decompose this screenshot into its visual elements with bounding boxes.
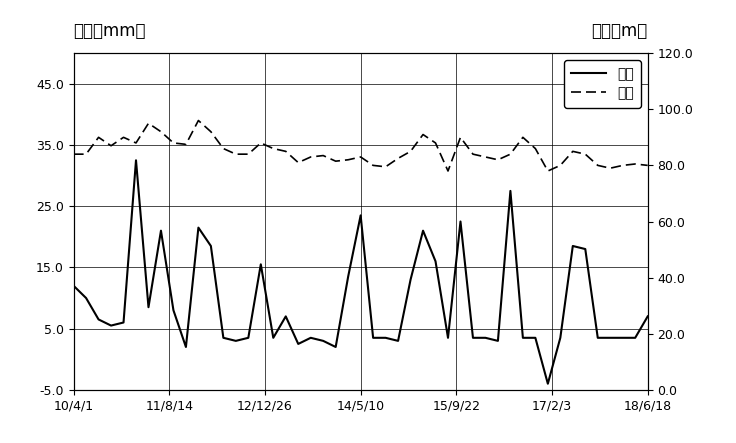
水位 xyxy=(568,149,577,154)
水位 xyxy=(469,152,478,157)
水位 xyxy=(631,161,640,167)
水位 xyxy=(69,152,78,157)
水位 xyxy=(132,140,141,146)
水位 xyxy=(643,163,652,168)
位移 xyxy=(344,274,353,279)
位移 xyxy=(82,295,91,301)
位移 xyxy=(356,213,365,218)
Text: 水位（m）: 水位（m） xyxy=(592,22,648,40)
位移 xyxy=(182,344,191,350)
水位 xyxy=(444,168,453,174)
水位 xyxy=(182,142,191,147)
水位 xyxy=(331,159,340,164)
位移 xyxy=(419,228,428,233)
水位 xyxy=(256,140,265,146)
水位 xyxy=(231,152,240,157)
位移 xyxy=(157,228,166,233)
位移 xyxy=(306,335,315,341)
位移 xyxy=(369,335,378,341)
位移 xyxy=(256,262,265,267)
水位 xyxy=(281,149,290,154)
位移 xyxy=(643,314,652,319)
水位 xyxy=(381,164,390,170)
水位 xyxy=(94,135,103,140)
水位 xyxy=(144,120,153,126)
水位 xyxy=(219,146,227,151)
水位 xyxy=(319,153,328,158)
位移 xyxy=(618,335,627,341)
位移 xyxy=(231,338,240,343)
水位 xyxy=(356,154,365,159)
位移 xyxy=(606,335,615,341)
位移 xyxy=(144,304,153,310)
水位 xyxy=(456,135,465,140)
位移 xyxy=(406,277,415,282)
位移 xyxy=(219,335,227,341)
位移 xyxy=(207,243,216,249)
位移 xyxy=(69,283,78,288)
位移 xyxy=(444,335,453,341)
位移 xyxy=(194,225,203,230)
水位 xyxy=(157,129,166,134)
位移 xyxy=(469,335,478,341)
水位 xyxy=(556,163,565,168)
Text: 位移（mm）: 位移（mm） xyxy=(74,22,146,40)
位移 xyxy=(319,338,328,343)
水位 xyxy=(506,152,514,157)
位移 xyxy=(531,335,539,341)
水位 xyxy=(581,152,590,157)
位移 xyxy=(244,335,252,341)
位移 xyxy=(481,335,490,341)
水位 xyxy=(543,168,552,174)
位移 xyxy=(506,188,514,194)
水位 xyxy=(369,163,378,168)
位移 xyxy=(281,314,290,319)
位移 xyxy=(107,323,116,328)
水位 xyxy=(494,157,503,163)
水位 xyxy=(269,146,277,151)
Line: 水位: 水位 xyxy=(74,120,648,171)
水位 xyxy=(107,143,116,148)
位移 xyxy=(568,243,577,249)
Legend: 位移, 水位: 位移, 水位 xyxy=(565,60,641,108)
位移 xyxy=(394,338,403,343)
水位 xyxy=(169,140,178,146)
位移 xyxy=(331,344,340,350)
水位 xyxy=(518,135,527,140)
水位 xyxy=(406,149,415,154)
水位 xyxy=(82,152,91,157)
位移 xyxy=(631,335,640,341)
水位 xyxy=(481,154,490,159)
水位 xyxy=(394,156,403,161)
水位 xyxy=(618,163,627,168)
水位 xyxy=(294,160,302,165)
位移 xyxy=(556,335,565,341)
位移 xyxy=(456,219,465,224)
水位 xyxy=(244,152,252,157)
水位 xyxy=(606,166,615,171)
水位 xyxy=(306,154,315,159)
位移 xyxy=(593,335,602,341)
位移 xyxy=(431,259,440,264)
水位 xyxy=(207,129,216,134)
位移 xyxy=(581,246,590,252)
位移 xyxy=(381,335,390,341)
位移 xyxy=(94,317,103,322)
位移 xyxy=(518,335,527,341)
水位 xyxy=(419,132,428,137)
位移 xyxy=(543,381,552,386)
水位 xyxy=(531,146,539,151)
位移 xyxy=(494,338,503,343)
位移 xyxy=(169,307,178,313)
位移 xyxy=(269,335,277,341)
水位 xyxy=(119,135,128,140)
水位 xyxy=(431,140,440,146)
位移 xyxy=(294,341,302,346)
水位 xyxy=(593,163,602,168)
Line: 位移: 位移 xyxy=(74,160,648,384)
水位 xyxy=(194,118,203,123)
水位 xyxy=(344,157,353,163)
位移 xyxy=(119,320,128,325)
位移 xyxy=(132,158,141,163)
